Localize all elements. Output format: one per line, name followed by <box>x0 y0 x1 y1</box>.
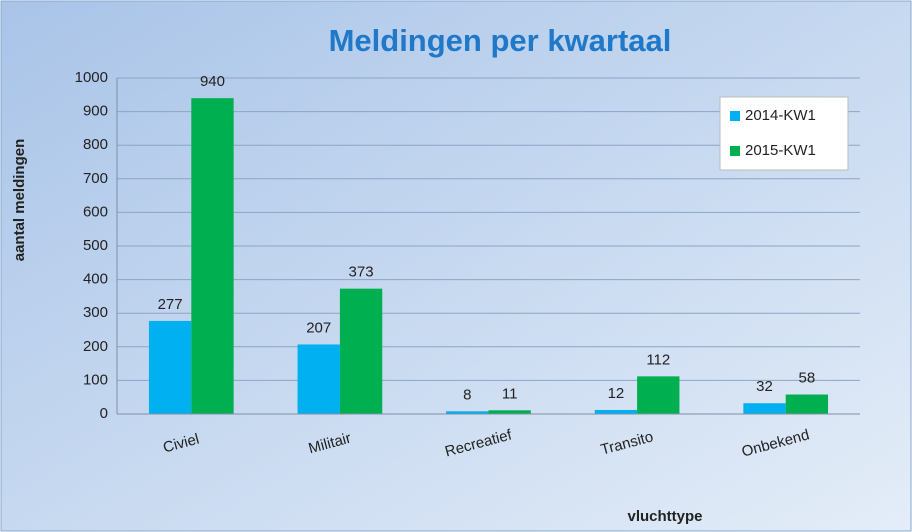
legend-swatch <box>730 111 740 121</box>
value-label: 373 <box>349 264 374 281</box>
y-tick-label: 700 <box>83 170 108 187</box>
bar <box>785 394 829 414</box>
value-label: 32 <box>756 378 773 395</box>
bar <box>148 320 192 414</box>
y-tick-label: 0 <box>100 405 108 422</box>
y-tick-label: 300 <box>83 304 108 321</box>
value-label: 12 <box>608 385 625 402</box>
bar <box>339 288 383 414</box>
y-tick-label: 1000 <box>75 69 108 86</box>
y-tick-label: 200 <box>83 338 108 355</box>
value-label: 11 <box>502 385 518 402</box>
y-tick-label: 100 <box>83 371 108 388</box>
bar <box>594 409 638 414</box>
value-label: 112 <box>646 351 670 368</box>
y-axis-label: aantal meldingen <box>11 139 28 262</box>
bar <box>191 98 234 414</box>
value-label: 940 <box>200 73 225 90</box>
bar <box>446 411 489 414</box>
bar <box>637 376 680 414</box>
bar <box>743 403 786 414</box>
legend-label: 2015-KW1 <box>745 142 816 159</box>
y-tick-label: 800 <box>83 136 108 153</box>
x-axis-label: vluchttype <box>627 508 702 525</box>
y-tick-label: 600 <box>83 203 108 220</box>
value-label: 8 <box>463 386 471 403</box>
bar <box>297 344 340 414</box>
y-tick-label: 500 <box>83 237 108 254</box>
value-label: 277 <box>158 296 183 313</box>
legend-label: 2014-KW1 <box>745 107 816 124</box>
value-label: 207 <box>306 319 331 336</box>
legend-swatch <box>730 146 740 156</box>
value-label: 58 <box>799 369 816 386</box>
legend-box <box>719 96 849 171</box>
bar <box>488 410 531 414</box>
y-tick-label: 900 <box>83 103 108 120</box>
y-tick-label: 400 <box>83 271 108 288</box>
chart-title: Meldingen per kwartaal <box>329 23 672 58</box>
